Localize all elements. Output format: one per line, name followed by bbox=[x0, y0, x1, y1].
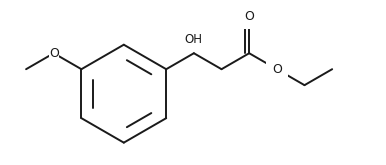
Text: O: O bbox=[244, 10, 254, 23]
Text: O: O bbox=[272, 63, 282, 76]
Text: O: O bbox=[49, 47, 59, 60]
Text: OH: OH bbox=[185, 33, 203, 46]
